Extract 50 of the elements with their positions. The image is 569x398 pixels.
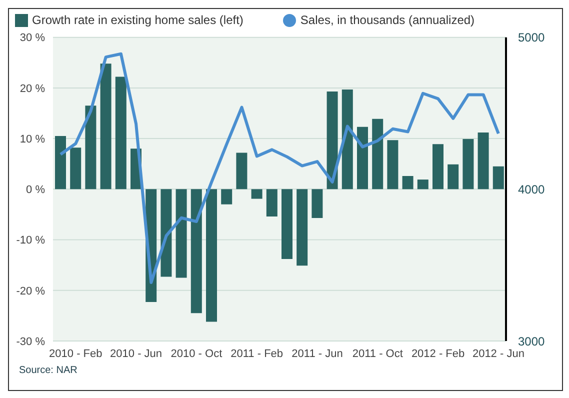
bar: [342, 89, 353, 190]
bar: [478, 132, 489, 190]
bar: [492, 166, 504, 190]
x-tick-label: 2011 - Oct: [352, 348, 403, 360]
y-tick-label: 10 %: [20, 133, 46, 146]
bar: [266, 189, 278, 216]
bar: [448, 164, 459, 190]
y2-tick-label: 5000: [518, 30, 546, 45]
bar: [206, 189, 217, 322]
bar: [402, 176, 414, 190]
bar: [176, 189, 187, 278]
source-note: Source: NAR: [18, 364, 78, 378]
x-tick-label: 2012 - Jun: [472, 348, 524, 360]
x-tick-label: 2012 - Feb: [411, 348, 465, 360]
x-tick-label: 2010 - Feb: [49, 348, 102, 360]
legend-label: Growth rate in existing home sales (left): [32, 13, 244, 27]
bar: [432, 144, 444, 190]
bar: [85, 106, 96, 190]
x-tick-label: 2010 - Oct: [170, 348, 222, 360]
y-tick-label: -10 %: [16, 234, 46, 247]
bar: [70, 148, 82, 190]
y2-tick-label: 4000: [518, 182, 546, 196]
bar: [296, 189, 308, 266]
y-tick-label: 30 %: [20, 32, 46, 44]
bar: [55, 136, 66, 190]
y-tick-label: 20 %: [20, 82, 46, 95]
x-tick-label: 2011 - Jun: [292, 348, 343, 360]
x-tick-label: 2010 - Jun: [110, 348, 162, 360]
y-tick-label: -20 %: [16, 285, 46, 298]
line-series: [59, 52, 500, 284]
bar: [417, 180, 428, 190]
bar: [190, 189, 202, 314]
bar: [236, 152, 248, 190]
x-tick-label: 2011 - Feb: [230, 348, 284, 360]
bar: [387, 140, 398, 190]
bar: [372, 118, 384, 190]
bar: [115, 76, 126, 190]
bar: [282, 189, 292, 260]
bar: [326, 91, 338, 190]
bar: [312, 189, 323, 218]
bar: [357, 126, 368, 190]
y-tick-label: 0 %: [26, 184, 46, 196]
y-tick-label: -30 %: [16, 336, 46, 348]
legend-label: Sales, in thousands (annualized): [300, 13, 475, 27]
bar: [221, 189, 232, 204]
bar: [462, 139, 474, 190]
bar: [251, 189, 262, 199]
bar: [100, 64, 112, 190]
y2-tick-label: 3000: [518, 334, 546, 348]
bar: [160, 189, 172, 277]
